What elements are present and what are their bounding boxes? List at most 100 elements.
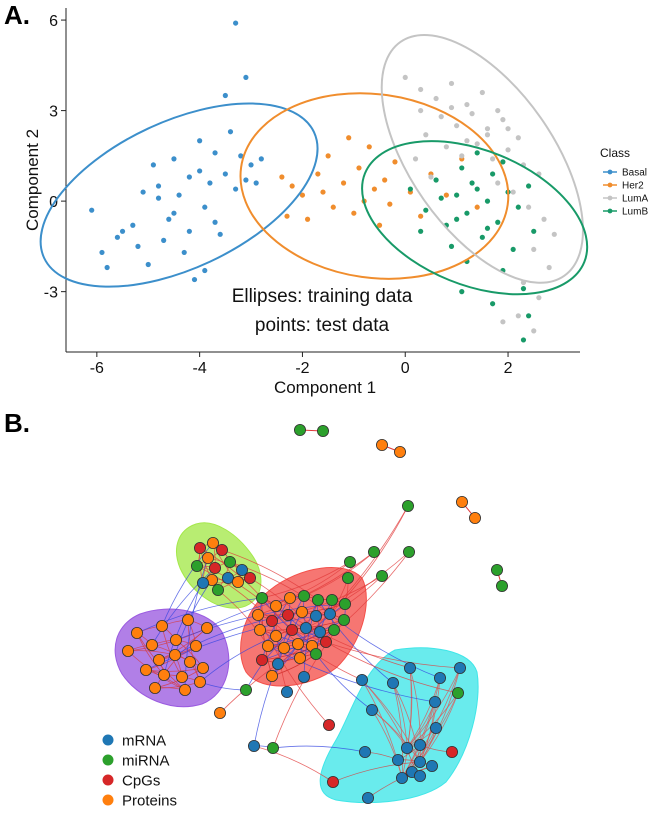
node-mrna (299, 622, 312, 635)
point-lumb (433, 177, 439, 183)
point-basal (222, 171, 228, 177)
point-luma (479, 89, 485, 96)
point-her2 (346, 135, 352, 141)
point-luma (490, 156, 496, 162)
node-mrna (428, 696, 441, 709)
node-protein (130, 627, 143, 640)
point-basal (217, 231, 223, 237)
legend-dot-cpgs (102, 774, 114, 786)
node-mrna (425, 760, 438, 773)
y-tick-label: 6 (49, 13, 58, 30)
point-lumb (474, 150, 480, 156)
point-her2 (325, 153, 331, 159)
point-luma (412, 156, 419, 162)
y-tick-label: 3 (49, 104, 58, 121)
node-cpg (281, 609, 294, 622)
node-mrna (400, 742, 413, 755)
network-edge (317, 599, 394, 684)
point-her2 (371, 186, 377, 192)
point-luma (531, 328, 537, 334)
node-mrna (413, 739, 426, 752)
node-protein (189, 640, 202, 653)
point-lumb (490, 171, 496, 177)
point-basal (150, 162, 156, 168)
point-her2 (299, 192, 306, 198)
network-edge (253, 745, 334, 783)
point-lumb (526, 313, 532, 319)
node-protein (375, 438, 388, 451)
point-her2 (366, 144, 372, 150)
node-mrna (280, 686, 293, 699)
network-edge (289, 561, 351, 599)
node-protein (155, 620, 168, 633)
ellipse-lumb (361, 140, 589, 296)
node-mirna (338, 598, 351, 611)
point-luma (541, 216, 547, 222)
legend-label-mrna: mRNA (122, 733, 166, 750)
network-edge (272, 745, 366, 753)
node-protein (169, 634, 182, 647)
node-mirna (341, 572, 354, 585)
point-luma (500, 319, 506, 325)
network-edge (291, 629, 461, 669)
node-protein (269, 630, 282, 643)
point-luma (526, 204, 532, 210)
node-mirna (297, 590, 310, 603)
network-nodes (122, 423, 508, 805)
point-lumb (479, 234, 485, 240)
point-basal (99, 249, 105, 256)
network-edge (401, 677, 441, 779)
point-basal (238, 153, 244, 159)
node-protein (295, 606, 308, 619)
point-basal (258, 156, 264, 162)
point-luma (515, 135, 521, 141)
node-protein (168, 649, 181, 662)
point-her2 (315, 171, 321, 177)
network-edge (303, 551, 375, 597)
point-luma (464, 138, 470, 144)
network-edge (315, 653, 373, 711)
point-her2 (474, 204, 480, 210)
node-cpg (265, 615, 278, 628)
network-edge (161, 542, 214, 627)
point-luma (484, 132, 491, 138)
legend-label-her2: Her2 (622, 181, 644, 192)
node-mrna (365, 704, 378, 717)
point-lumb (484, 225, 491, 231)
legend-dot-proteins (102, 794, 114, 806)
node-protein (122, 645, 135, 658)
legend-dot-basal (607, 169, 613, 175)
point-luma (402, 74, 408, 81)
legend-label-mirna: miRNA (122, 753, 170, 770)
point-luma (515, 313, 521, 319)
node-protein (277, 642, 290, 655)
class-legend: Class Basal Her2 LumA LumB (600, 146, 648, 218)
point-lumb (418, 228, 424, 234)
legend-label-cpgs: CpGs (122, 773, 160, 790)
legend-title: Class (600, 146, 630, 160)
node-mrna (386, 677, 399, 690)
point-luma (484, 126, 491, 132)
node-protein (145, 639, 158, 652)
point-luma (459, 153, 465, 159)
node-mirna (367, 546, 380, 559)
node-cpg (326, 776, 339, 789)
node-cpg (243, 572, 256, 585)
point-lumb (407, 186, 413, 192)
point-lumb (438, 195, 444, 201)
point-her2 (330, 204, 336, 210)
node-cpg (193, 542, 206, 555)
point-basal (145, 261, 151, 268)
node-mrna (196, 577, 209, 590)
node-protein (175, 671, 188, 684)
point-luma (500, 117, 506, 123)
network-edge (136, 597, 263, 634)
point-basal (202, 267, 208, 274)
node-mrna (413, 770, 426, 783)
network-edge (371, 709, 403, 779)
y-tick-label: -3 (44, 285, 58, 302)
legend-label-lumb: LumB (622, 207, 648, 218)
node-mirna (401, 499, 414, 512)
node-protein (148, 682, 161, 695)
node-mirna (316, 424, 329, 437)
